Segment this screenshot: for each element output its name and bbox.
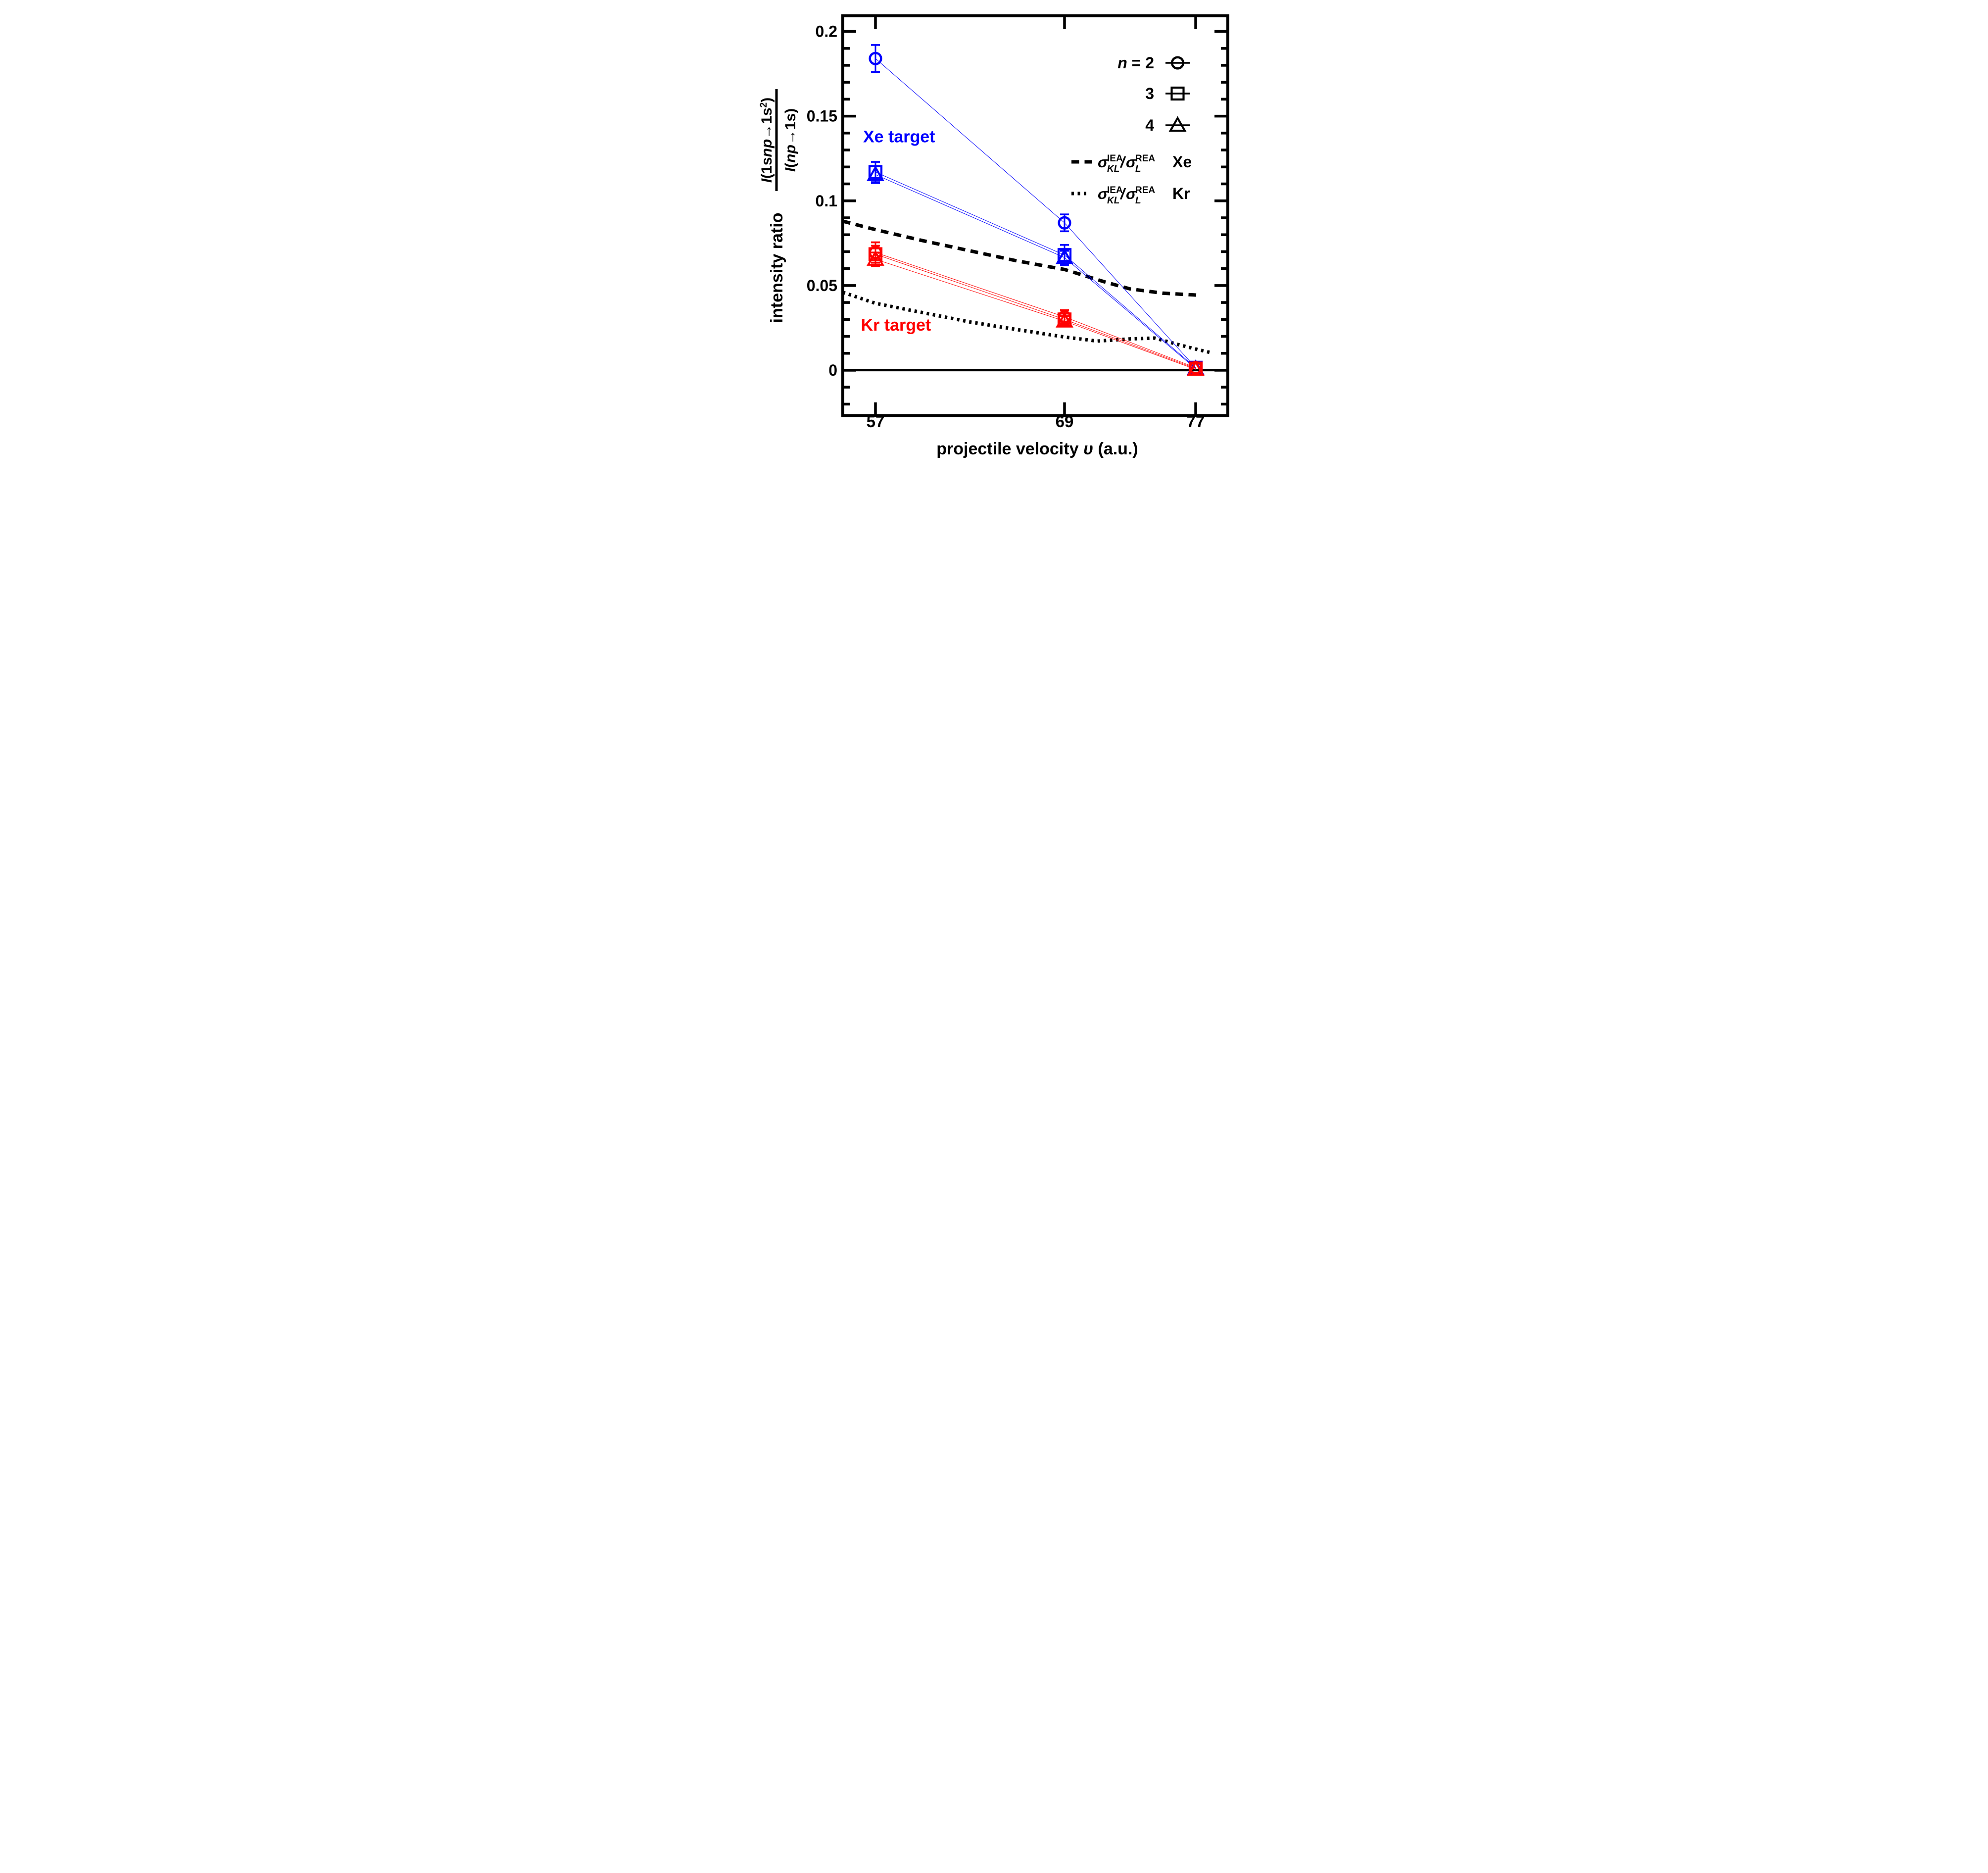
series-kr-n2 <box>868 241 1203 375</box>
sigma-sup: REA <box>1135 153 1155 164</box>
error-bar <box>1060 213 1069 233</box>
sigma-base: σ <box>1126 185 1137 202</box>
series-xe-n4 <box>866 165 1205 375</box>
triangle-marker-shape <box>1186 360 1205 376</box>
theory-curves <box>842 219 1211 354</box>
data-series <box>866 44 1205 376</box>
sigma-sup: IEA <box>1107 185 1123 196</box>
legend-slash: / <box>1119 185 1126 202</box>
legend-label-n2: n = 2 <box>1117 54 1154 72</box>
sigma-sub: L <box>1135 164 1141 174</box>
y-axis-title-fraction: I(1snp→1s2​) I(np→1s) <box>759 89 799 191</box>
legend-label-n3: 3 <box>1145 85 1154 102</box>
annotation-xe-target: Xe target <box>863 128 935 147</box>
curve-dashed-sigma-ratio-Xe <box>842 219 1199 297</box>
x-tick-label-57: 57 <box>866 412 884 431</box>
y-tick-label-0.1: 0.1 <box>815 192 837 210</box>
error-bar <box>871 251 880 267</box>
sigma-sub: L <box>1135 196 1141 206</box>
sigma-sup: REA <box>1135 185 1155 196</box>
plot-border <box>841 14 1229 417</box>
triangle-marker-shape <box>1168 116 1186 132</box>
fraction-numerator: I(1snp→1s2​) <box>759 98 775 183</box>
sigma-base: σ <box>1098 185 1109 202</box>
legend-label-n4: 4 <box>1145 116 1154 134</box>
x-tick-label-69: 69 <box>1055 412 1073 431</box>
y-tick-label-0: 0 <box>828 361 837 379</box>
error-bar <box>1060 249 1069 265</box>
y-tick-label-0.2: 0.2 <box>815 23 837 41</box>
square-marker-shape <box>1170 86 1185 101</box>
legend-triangle-marker <box>1168 116 1186 132</box>
error-bar <box>871 44 880 73</box>
annotations: Xe target Kr target <box>861 128 935 335</box>
curve-dotted-sigma-ratio-Kr <box>842 291 1211 354</box>
sigma-sub: KL <box>1107 164 1119 174</box>
legend-target-Xe: Xe <box>1172 153 1192 171</box>
circle-marker-shape <box>1170 56 1184 70</box>
series-kr-n4 <box>866 250 1205 376</box>
fraction-denominator: I(np→1s) <box>782 108 799 172</box>
error-bar <box>1060 315 1069 327</box>
y-tick-label-0.15: 0.15 <box>806 107 837 125</box>
legend-square-marker <box>1170 86 1185 101</box>
axis-titles: projectile velocity υ (a.u.) intensity ra… <box>759 89 1138 458</box>
axes: 0 0.05 0.1 0.15 0.2 57 69 77 <box>806 14 1229 431</box>
figure: 0 0.05 0.1 0.15 0.2 57 69 77 projectile velocity… <box>745 0 1243 468</box>
intensity-ratio-chart: 0 0.05 0.1 0.15 0.2 57 69 77 projectile velocity… <box>759 14 1229 458</box>
legend-target-Kr: Kr <box>1172 185 1190 202</box>
y-axis-title-prefix: intensity ratio <box>768 213 786 323</box>
y-tick-label-0.05: 0.05 <box>806 277 837 295</box>
legend-slash: / <box>1119 153 1126 171</box>
sigma-base: σ <box>1126 153 1137 171</box>
x-axis-title: projectile velocity υ (a.u.) <box>936 440 1138 458</box>
sigma-sup: IEA <box>1107 153 1123 164</box>
x-tick-label-77: 77 <box>1186 412 1205 431</box>
sigma-sub: KL <box>1107 196 1119 206</box>
error-bar <box>871 165 880 184</box>
data-point-kr-n4 <box>1186 360 1205 376</box>
y-axis-title: intensity ratio <box>768 213 786 323</box>
legend-circle-marker <box>1170 56 1184 70</box>
annotation-kr-target: Kr target <box>861 316 931 335</box>
sigma-base: σ <box>1098 153 1109 171</box>
